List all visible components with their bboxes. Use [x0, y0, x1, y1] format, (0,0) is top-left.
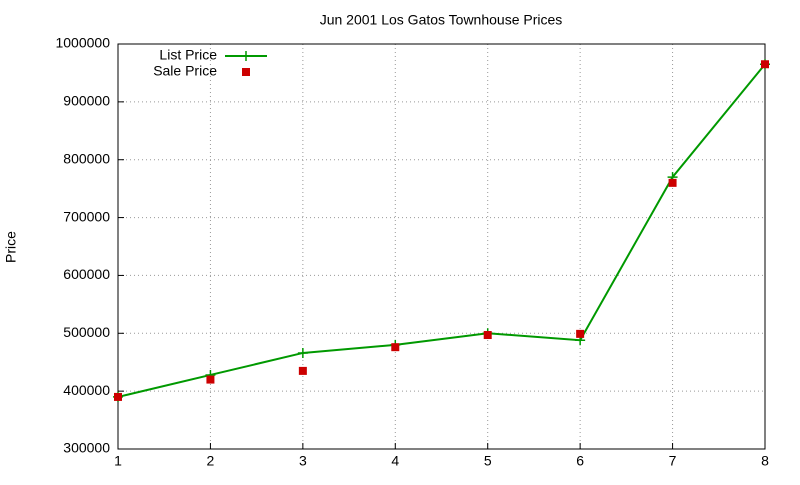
data-point — [391, 343, 400, 352]
legend-label: List Price — [159, 47, 217, 63]
data-point — [206, 375, 215, 384]
y-tick-label: 900000 — [63, 93, 110, 109]
legend-label: Sale Price — [153, 63, 217, 79]
data-point — [297, 347, 308, 358]
y-tick-label: 300000 — [63, 440, 110, 456]
x-tick-label: 5 — [484, 453, 492, 469]
x-tick-label: 7 — [669, 453, 677, 469]
x-tick-label: 4 — [391, 453, 399, 469]
chart-title: Jun 2001 Los Gatos Townhouse Prices — [320, 12, 563, 28]
x-tick-label: 3 — [299, 453, 307, 469]
y-tick-label: 400000 — [63, 382, 110, 398]
y-tick-label: 800000 — [63, 150, 110, 166]
data-point — [298, 366, 307, 375]
x-tick-label: 1 — [114, 453, 122, 469]
data-point — [668, 178, 677, 187]
y-tick-label: 700000 — [63, 208, 110, 224]
plot-frame — [117, 43, 766, 450]
x-tick-label: 2 — [207, 453, 215, 469]
data-point — [483, 331, 492, 340]
series-line — [117, 63, 766, 398]
y-tick-label: 600000 — [63, 266, 110, 282]
x-tick-label: 8 — [761, 453, 769, 469]
x-tick-label: 6 — [576, 453, 584, 469]
y-tick-label: 500000 — [63, 324, 110, 340]
y-axis-label: Price — [3, 231, 19, 263]
legend-marker — [242, 68, 250, 76]
y-tick-label: 1000000 — [55, 35, 110, 51]
legend-marker — [241, 51, 251, 61]
data-point — [114, 392, 122, 401]
data-point — [761, 60, 769, 69]
data-point — [576, 329, 585, 338]
